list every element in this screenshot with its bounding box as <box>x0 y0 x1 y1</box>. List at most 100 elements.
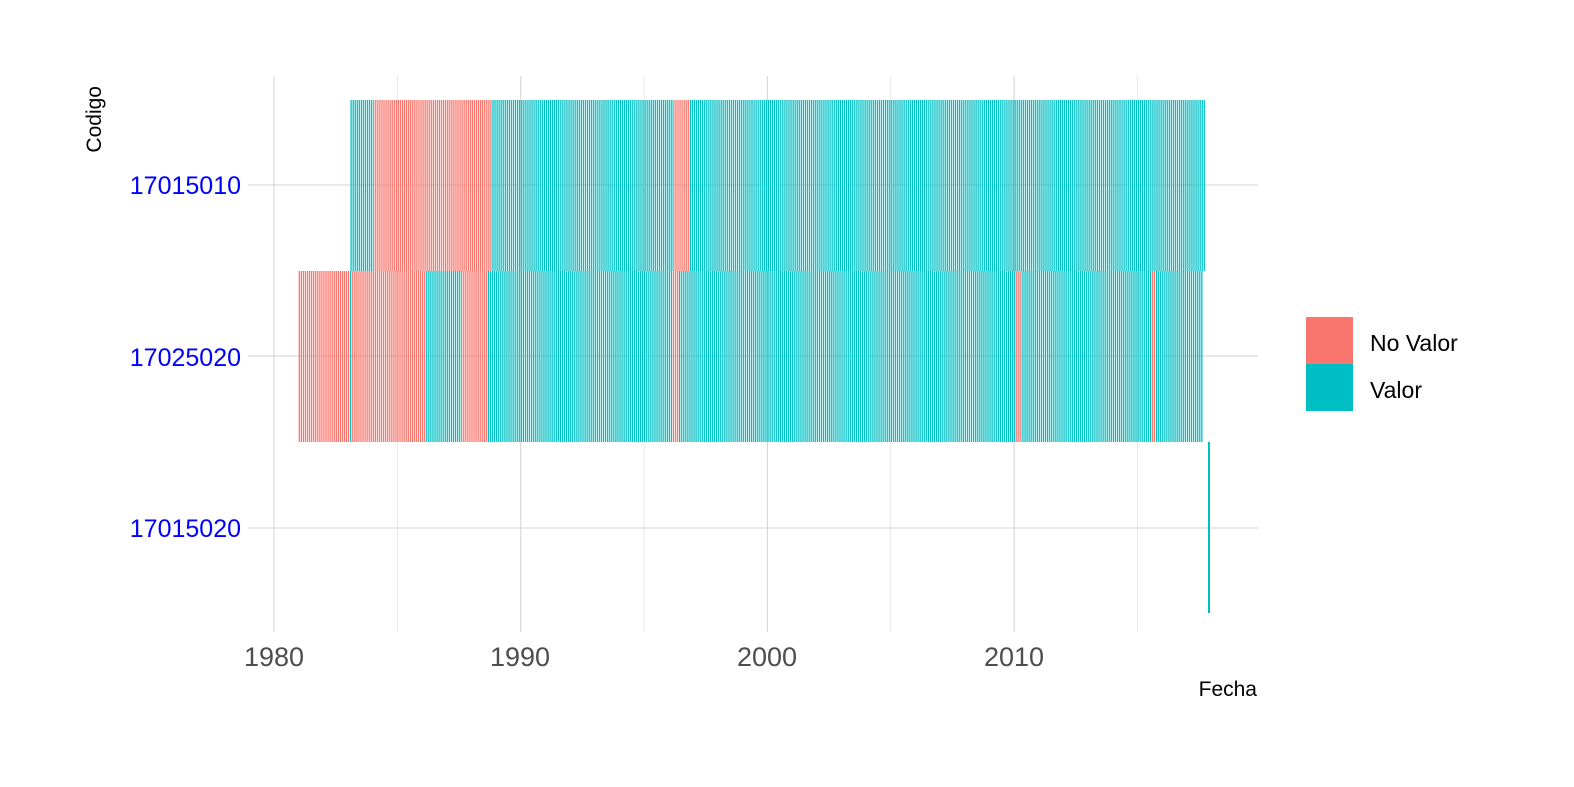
bar-17025020-205 <box>720 271 722 442</box>
bar-17015010-338 <box>1045 100 1047 271</box>
bar-17015010-179 <box>718 100 720 271</box>
bar-17025020-261 <box>835 271 837 442</box>
bar-17015010-86 <box>527 100 529 271</box>
bar-17025020-245 <box>802 271 804 442</box>
bar-17025020-17 <box>333 271 335 442</box>
bar-17015010-60 <box>473 100 476 271</box>
bar-17015010-143 <box>644 100 646 271</box>
bar-17025020-344 <box>1005 271 1008 442</box>
bar-17015010-407 <box>1187 100 1189 271</box>
bar-17025020-209 <box>728 271 730 442</box>
bar-17015010-199 <box>759 100 761 271</box>
bar-17025020-0 <box>298 271 300 442</box>
bar-17015010-50 <box>453 100 455 271</box>
bar-17015010-230 <box>823 100 825 271</box>
bar-17015010-26 <box>403 100 406 271</box>
bar-17025020-428 <box>1178 271 1180 442</box>
bar-17015010-144 <box>646 100 648 271</box>
bar-17015010-248 <box>860 100 862 271</box>
bar-17015010-284 <box>934 100 936 271</box>
bar-17015010-240 <box>843 100 846 271</box>
bar-17025020-162 <box>631 271 633 442</box>
bar-17015010-197 <box>755 100 757 271</box>
bar-17025020-59 <box>419 271 422 442</box>
bar-17015010-233 <box>829 100 831 271</box>
bar-17015010-414 <box>1201 100 1203 271</box>
bar-17025020-340 <box>997 271 999 442</box>
bar-17015010-306 <box>979 100 981 271</box>
bar-17015010-292 <box>950 100 953 271</box>
bar-17025020-251 <box>814 271 816 442</box>
bar-17015010-69 <box>492 100 494 271</box>
bar-17025020-171 <box>650 271 652 442</box>
bar-17025020-244 <box>800 271 802 442</box>
bar-17025020-370 <box>1059 271 1061 442</box>
bar-17025020-137 <box>580 271 582 442</box>
bar-17025020-409 <box>1139 271 1141 442</box>
bar-17025020-380 <box>1079 271 1082 442</box>
bar-17015010-322 <box>1012 100 1014 271</box>
bar-17025020-304 <box>923 271 925 442</box>
bar-17025020-372 <box>1063 271 1065 442</box>
y-axis-title: Codigo <box>83 86 106 153</box>
bar-17025020-416 <box>1153 271 1156 442</box>
bar-17025020-186 <box>681 271 683 442</box>
bar-17025020-294 <box>903 271 905 442</box>
bar-17025020-92 <box>487 271 490 442</box>
bar-17015010-178 <box>716 100 718 271</box>
bar-17025020-168 <box>644 271 646 442</box>
bar-17025020-96 <box>496 271 498 442</box>
bar-17025020-328 <box>972 271 975 442</box>
bar-17015010-130 <box>617 100 620 271</box>
bar-17015010-70 <box>494 100 496 271</box>
bar-17025020-227 <box>765 271 767 442</box>
bar-17025020-307 <box>929 271 932 442</box>
bar-17025020-309 <box>933 271 936 442</box>
bar-17015010-243 <box>850 100 852 271</box>
bar-17025020-102 <box>508 271 510 442</box>
bar-17025020-166 <box>639 271 642 442</box>
bar-17015010-385 <box>1141 100 1144 271</box>
bar-17025020-27 <box>354 271 356 442</box>
bar-17015010-183 <box>726 100 728 271</box>
bar-17015010-304 <box>975 100 977 271</box>
bar-17025020-142 <box>590 271 592 442</box>
bar-17015010-108 <box>572 100 574 271</box>
bar-17025020-184 <box>676 271 679 442</box>
bar-17025020-393 <box>1106 271 1108 442</box>
bar-17015010-105 <box>566 100 568 271</box>
bar-17015010-43 <box>438 100 441 271</box>
bar-17015010-400 <box>1172 100 1175 271</box>
bar-17025020-343 <box>1003 271 1006 442</box>
bar-17025020-384 <box>1088 271 1090 442</box>
bar-17015010-249 <box>862 100 864 271</box>
bar-17025020-435 <box>1192 271 1195 442</box>
bar-17015010-167 <box>693 100 696 271</box>
bar-17015010-349 <box>1067 100 1070 271</box>
bar-17025020-72 <box>446 271 448 442</box>
bar-17025020-41 <box>382 271 385 442</box>
bar-17025020-195 <box>699 271 701 442</box>
bar-17025020-2 <box>302 271 305 442</box>
bar-17025020-217 <box>744 271 747 442</box>
bar-17015010-16 <box>383 100 385 271</box>
bar-17025020-402 <box>1125 271 1127 442</box>
bar-17015010-286 <box>938 100 940 271</box>
bar-17025020-347 <box>1012 271 1014 442</box>
bar-17015010-413 <box>1199 100 1201 271</box>
bar-17015010-397 <box>1166 100 1168 271</box>
bar-17015010-31 <box>414 100 416 271</box>
bar-17025020-273 <box>859 271 862 442</box>
bar-17015010-19 <box>389 100 391 271</box>
bar-17025020-141 <box>588 271 590 442</box>
bar-17015010-295 <box>956 100 959 271</box>
bar-17015010-166 <box>691 100 694 271</box>
bar-17025020-282 <box>878 271 880 442</box>
bar-17025020-103 <box>510 271 512 442</box>
bar-17015010-80 <box>514 100 517 271</box>
bar-17025020-122 <box>549 271 551 442</box>
bar-17025020-287 <box>888 271 890 442</box>
bar-17015010-163 <box>685 100 687 271</box>
bar-17025020-161 <box>629 271 631 442</box>
bar-17015010-5 <box>360 100 363 271</box>
